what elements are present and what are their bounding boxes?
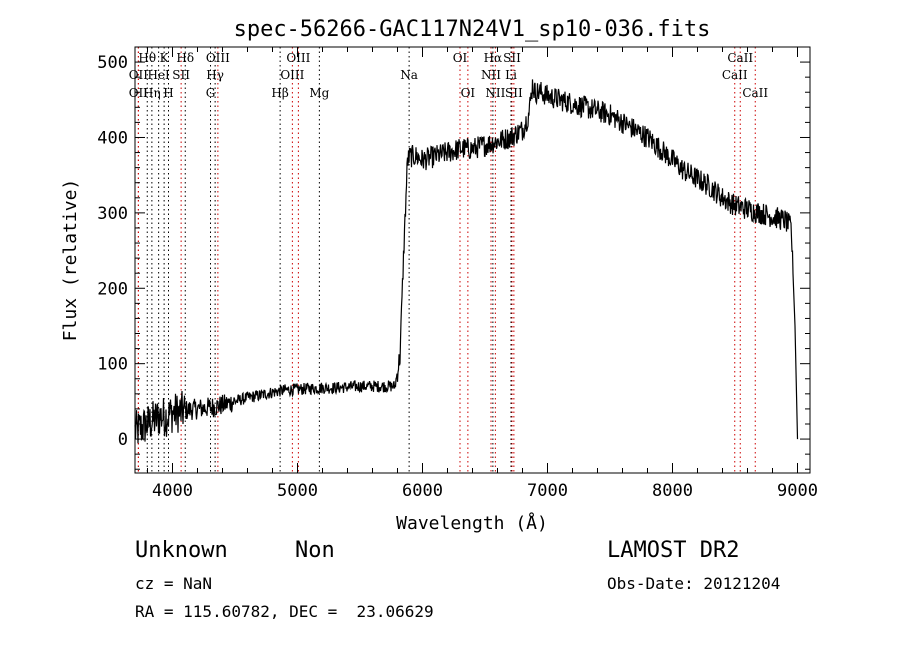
line-marker-label: Hα	[484, 51, 503, 65]
line-marker-label: CaII	[722, 68, 748, 82]
redshift-text: cz = NaN	[135, 574, 213, 593]
x-tick-label: 6000	[402, 481, 443, 501]
line-marker-labels: HθOIIOIIHηHeIKHSIIHδGHγOIIIHβOIIIOIIIMgN…	[129, 51, 769, 100]
line-marker-label: SII	[172, 68, 190, 82]
line-marker-label: SII	[503, 51, 521, 65]
line-marker-label: NII	[485, 86, 505, 100]
line-marker-label: OI	[453, 51, 468, 65]
survey-label: LAMOST DR2	[607, 538, 740, 563]
line-marker-label: Hη	[143, 86, 161, 100]
chart-title: spec-56266-GAC117N24V1_sp10-036.fits	[234, 17, 711, 42]
line-marker-label: CaII	[742, 86, 768, 100]
x-tick-label: 7000	[527, 481, 568, 501]
line-marker-label: K	[160, 51, 170, 65]
y-tick-label: 300	[97, 204, 128, 224]
line-marker-label: Hθ	[138, 51, 156, 65]
line-marker-label: OII	[129, 68, 149, 82]
y-tick-label: 500	[97, 53, 128, 73]
line-marker-label: OIII	[280, 68, 304, 82]
line-marker-label: Na	[400, 68, 418, 82]
y-axis-ticks: 0 100 200 300 400 500	[97, 46, 810, 470]
line-markers	[137, 47, 756, 473]
coordinates-text: RA = 115.60782, DEC = 23.06629	[135, 602, 434, 621]
x-axis-ticks: 4000 5000 6000 7000 8000 9000	[147, 47, 818, 501]
y-tick-label: 0	[118, 430, 128, 450]
line-marker-label: CaII	[727, 51, 753, 65]
line-marker-label: SII	[505, 86, 523, 100]
plot-frame	[134, 46, 811, 474]
line-marker-label: G	[206, 86, 216, 100]
line-marker-label: OIII	[206, 51, 230, 65]
x-tick-label: 5000	[277, 481, 318, 501]
x-axis-label: Wavelength (Å)	[396, 512, 548, 534]
x-tick-label: 9000	[777, 481, 818, 501]
y-tick-label: 100	[97, 355, 128, 375]
line-marker-label: Li	[505, 68, 517, 82]
spectrum-line	[134, 79, 799, 444]
y-tick-label: 200	[97, 279, 128, 299]
x-tick-label: 4000	[152, 481, 193, 501]
line-marker-label: OII	[129, 86, 149, 100]
subclass-label: Non	[295, 538, 335, 563]
line-marker-label: OI	[461, 86, 476, 100]
line-marker-label: H	[163, 86, 173, 100]
y-axis-label: Flux (relative)	[60, 179, 81, 342]
line-marker-label: Mg	[309, 86, 329, 100]
line-marker-label: Hβ	[271, 86, 288, 100]
line-marker-label: OIII	[286, 51, 310, 65]
obs-date-text: Obs-Date: 20121204	[607, 574, 781, 593]
x-tick-label: 8000	[652, 481, 693, 501]
line-marker-label: HeI	[147, 68, 170, 82]
line-marker-label: Hδ	[176, 51, 194, 65]
class-label: Unknown	[135, 538, 228, 563]
y-tick-label: 400	[97, 128, 128, 148]
line-marker-label: Hγ	[206, 68, 224, 82]
line-marker-label: NII	[481, 68, 501, 82]
